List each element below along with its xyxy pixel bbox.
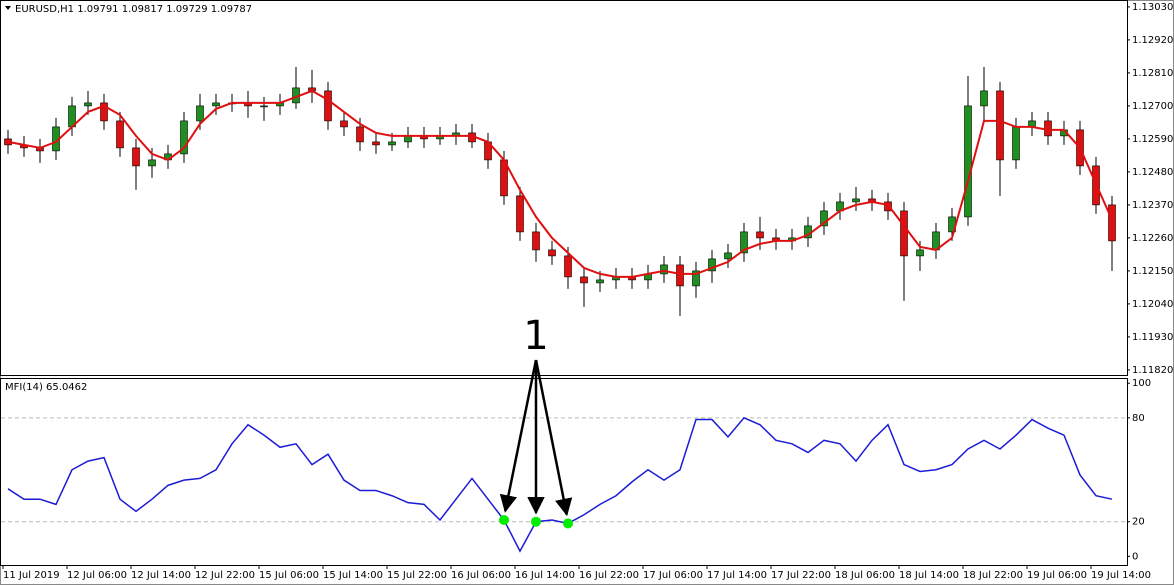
x-tick-label: 19 Jul 06:00 bbox=[1027, 570, 1087, 581]
candle-body bbox=[724, 252, 732, 260]
mfi-panel bbox=[0, 378, 1128, 566]
candle-body bbox=[532, 231, 540, 251]
y-tick-label: 80 bbox=[1132, 413, 1145, 424]
candle-body bbox=[1012, 126, 1020, 161]
candle-body bbox=[1108, 204, 1116, 242]
y-tick-label: 1.12260 bbox=[1132, 233, 1173, 244]
candle-body bbox=[596, 279, 604, 284]
x-tick-label: 17 Jul 06:00 bbox=[643, 570, 703, 581]
y-tick-label: 1.11930 bbox=[1132, 332, 1173, 343]
candle-body bbox=[900, 210, 908, 257]
candle-body bbox=[820, 210, 828, 227]
x-tick-label: 19 Jul 14:00 bbox=[1091, 570, 1151, 581]
y-tick-label: 20 bbox=[1132, 517, 1145, 528]
x-tick-label: 15 Jul 22:00 bbox=[387, 570, 447, 581]
y-tick-label: 1.12150 bbox=[1132, 266, 1173, 277]
menu-triangle bbox=[5, 6, 11, 10]
candle-body bbox=[852, 198, 860, 203]
mfi-title: MFI(14) 65.0462 bbox=[5, 382, 87, 393]
y-tick-label: 1.12370 bbox=[1132, 200, 1173, 211]
candle-body bbox=[180, 120, 188, 155]
candle-body bbox=[324, 90, 332, 122]
candle-body bbox=[708, 258, 716, 272]
x-tick-label: 17 Jul 22:00 bbox=[771, 570, 831, 581]
candle-body bbox=[132, 147, 140, 167]
y-tick-label: 1.12040 bbox=[1132, 299, 1173, 310]
price-panel bbox=[0, 0, 1128, 376]
candle-body bbox=[980, 90, 988, 107]
highlight-dot bbox=[499, 514, 509, 525]
x-tick-label: 18 Jul 14:00 bbox=[899, 570, 959, 581]
x-tick-label: 15 Jul 14:00 bbox=[323, 570, 383, 581]
candle-body bbox=[116, 120, 124, 149]
candle-body bbox=[356, 126, 364, 143]
price-title: EURUSD,H1 1.09791 1.09817 1.09729 1.0978… bbox=[15, 4, 252, 15]
x-tick-label: 11 Jul 2019 bbox=[3, 570, 60, 581]
moving-average bbox=[7, 89, 1113, 278]
x-tick-label: 12 Jul 22:00 bbox=[195, 570, 255, 581]
candle-body bbox=[756, 231, 764, 239]
candle-body bbox=[1044, 120, 1052, 137]
y-tick-label: 1.12590 bbox=[1132, 134, 1173, 145]
candle-body bbox=[148, 159, 156, 167]
candle-body bbox=[100, 102, 108, 122]
candle-body bbox=[84, 102, 92, 107]
y-tick-label: 1.13030 bbox=[1132, 2, 1173, 13]
candle-body bbox=[996, 90, 1004, 161]
candle-body bbox=[548, 249, 556, 257]
candle-body bbox=[564, 255, 572, 278]
candle-body bbox=[388, 141, 396, 146]
y-tick-label: 1.12810 bbox=[1132, 68, 1173, 79]
candle-body bbox=[580, 276, 588, 284]
annotation-arrow bbox=[499, 359, 538, 513]
annotation-label: 1 bbox=[523, 313, 548, 359]
y-tick-label: 0 bbox=[1132, 551, 1138, 562]
y-tick-label: 1.12480 bbox=[1132, 167, 1173, 178]
candle-body bbox=[340, 120, 348, 128]
candle-body bbox=[372, 141, 380, 146]
candle-body bbox=[692, 270, 700, 287]
x-tick-label: 16 Jul 14:00 bbox=[515, 570, 575, 581]
x-tick-label: 16 Jul 22:00 bbox=[579, 570, 639, 581]
candle-body bbox=[196, 105, 204, 122]
y-tick-label: 1.12700 bbox=[1132, 101, 1173, 112]
y-tick-label: 100 bbox=[1132, 378, 1151, 389]
x-tick-label: 12 Jul 06:00 bbox=[67, 570, 127, 581]
x-tick-label: 15 Jul 06:00 bbox=[259, 570, 319, 581]
candle-body bbox=[260, 105, 268, 108]
candle-body bbox=[516, 195, 524, 233]
x-tick-label: 17 Jul 14:00 bbox=[707, 570, 767, 581]
annotation-arrow bbox=[534, 359, 573, 517]
x-tick-label: 18 Jul 22:00 bbox=[963, 570, 1023, 581]
mfi-line bbox=[7, 416, 1113, 553]
x-tick-label: 12 Jul 14:00 bbox=[131, 570, 191, 581]
candle-body bbox=[676, 264, 684, 287]
y-tick-label: 1.11820 bbox=[1132, 365, 1173, 376]
y-tick-label: 1.12920 bbox=[1132, 35, 1173, 46]
x-tick-label: 16 Jul 06:00 bbox=[451, 570, 511, 581]
candle-body bbox=[964, 105, 972, 218]
candle-body bbox=[740, 231, 748, 254]
candle-body bbox=[660, 264, 668, 275]
highlight-dot bbox=[531, 516, 541, 527]
highlight-dot bbox=[563, 518, 573, 529]
x-tick-label: 18 Jul 06:00 bbox=[835, 570, 895, 581]
candle-body bbox=[916, 249, 924, 257]
candle-body bbox=[212, 102, 220, 107]
